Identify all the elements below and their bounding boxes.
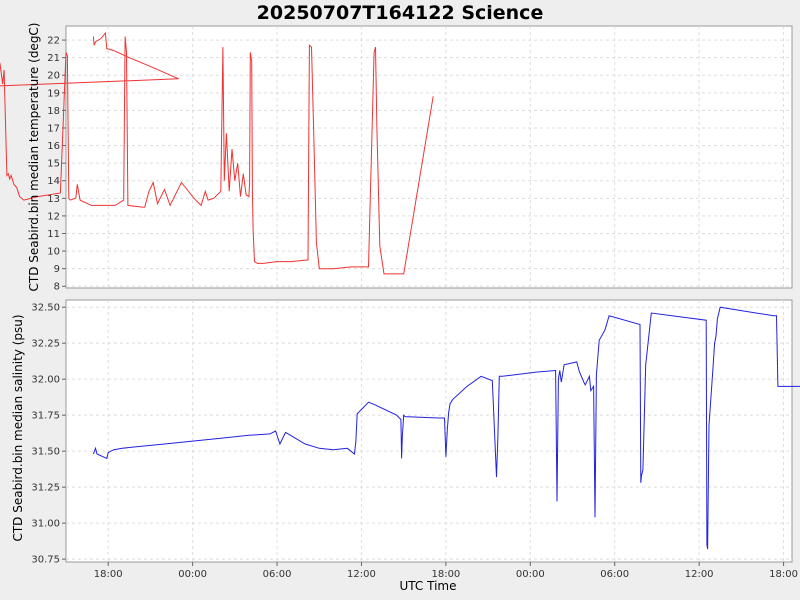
temperature-y-axis-label: CTD Seabird.bin median temperature (degC… (27, 23, 41, 292)
y-tick-label: 12 (47, 211, 60, 222)
temperature-panel: 8 9 10 11 12 13 14 15 16 17 18 19 20 21 22 CTD Seabird… (0, 23, 793, 293)
y-tick-label: 22 (47, 36, 60, 47)
temperature-y-ticks: 8 9 10 11 12 13 14 15 16 17 18 19 20 21 22 (47, 36, 66, 293)
y-tick-label: 32.25 (31, 339, 60, 350)
x-tick-label: 12:00 (347, 569, 376, 580)
x-tick-label: 00:00 (178, 569, 207, 580)
chart-title: 20250707T164122 Science (257, 2, 544, 24)
x-axis-ticks: 18:00 00:00 06:00 12:00 18:00 00:00 06:00 12:00… (94, 562, 798, 580)
x-axis-label: UTC Time (400, 579, 457, 593)
y-tick-label: 17 (47, 123, 60, 134)
y-tick-label: 30.75 (31, 555, 60, 566)
x-tick-label: 00:00 (516, 569, 545, 580)
y-tick-label: 32.00 (31, 375, 60, 386)
y-tick-label: 18 (47, 106, 60, 117)
salinity-y-ticks: 30.75 31.00 31.25 31.50 31.75 32.00 32.25 32.50 (31, 303, 66, 566)
salinity-series-line (92, 306, 800, 550)
y-tick-label: 11 (47, 229, 60, 240)
temperature-series-line (0, 31, 434, 275)
y-tick-label: 9 (54, 264, 60, 275)
salinity-gridlines (66, 300, 792, 562)
x-tick-label: 06:00 (600, 569, 629, 580)
x-tick-label: 06:00 (263, 569, 292, 580)
y-tick-label: 31.00 (31, 519, 60, 530)
temperature-plot-area (65, 25, 793, 289)
y-tick-label: 14 (47, 176, 60, 187)
y-tick-label: 31.25 (31, 483, 60, 494)
temperature-gridlines (66, 26, 792, 288)
y-tick-label: 21 (47, 53, 60, 64)
y-tick-label: 32.50 (31, 303, 60, 314)
y-tick-label: 10 (47, 247, 60, 258)
y-tick-label: 13 (47, 194, 60, 205)
x-tick-label: 18:00 (431, 569, 460, 580)
y-tick-label: 16 (47, 141, 60, 152)
y-tick-label: 8 (54, 282, 60, 293)
x-tick-label: 18:00 (769, 569, 798, 580)
y-tick-label: 15 (47, 159, 60, 170)
x-tick-label: 12:00 (685, 569, 714, 580)
salinity-panel: 30.75 31.00 31.25 31.50 31.75 32.00 32.25 32.50… (11, 299, 800, 566)
y-tick-label: 19 (47, 88, 60, 99)
y-tick-label: 31.75 (31, 411, 60, 422)
y-tick-label: 31.50 (31, 447, 60, 458)
x-tick-label: 18:00 (94, 569, 123, 580)
y-tick-label: 20 (47, 71, 60, 82)
salinity-y-axis-label: CTD Seabird.bin median salinity (psu) (11, 314, 25, 541)
